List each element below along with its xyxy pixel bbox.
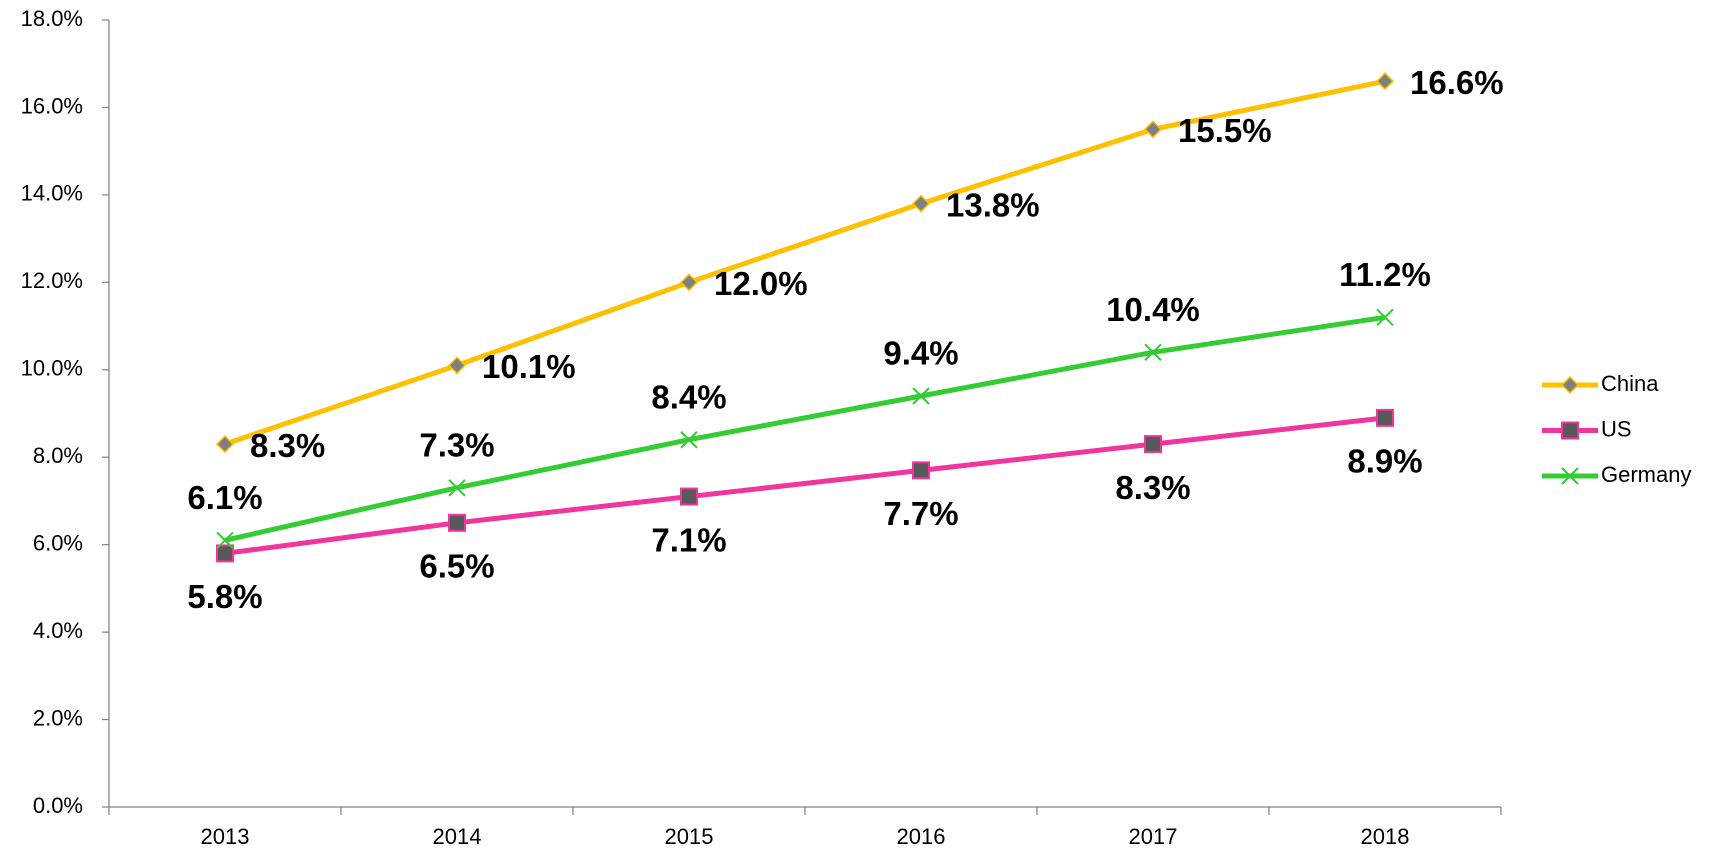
- data-label: 5.8%: [187, 578, 262, 615]
- legend-label: China: [1601, 371, 1659, 396]
- y-tick-label: 2.0%: [33, 705, 83, 730]
- point: [449, 357, 465, 373]
- point: [1145, 121, 1161, 137]
- data-label: 9.4%: [883, 335, 958, 372]
- data-label: 10.1%: [482, 348, 576, 385]
- x-tick-label: 2013: [201, 824, 250, 849]
- x-tick-label: 2017: [1129, 824, 1178, 849]
- legend-marker: [1562, 377, 1578, 393]
- data-label: 13.8%: [946, 186, 1040, 223]
- legend-label: Germany: [1601, 462, 1691, 487]
- data-label: 11.2%: [1339, 256, 1431, 293]
- y-tick-label: 8.0%: [33, 443, 83, 468]
- line: [225, 418, 1385, 554]
- point: [217, 545, 233, 561]
- y-tick-label: 10.0%: [21, 356, 83, 381]
- x-tick-label: 2014: [433, 824, 482, 849]
- point: [913, 462, 929, 478]
- point: [681, 489, 697, 505]
- data-label: 8.3%: [250, 427, 325, 464]
- x-tick-label: 2015: [665, 824, 714, 849]
- chart: 0.0% 2.0% 4.0% 6.0% 8.0% 10.0% 12.0% 14.0% 16.0%…: [0, 0, 1727, 852]
- point: [217, 436, 233, 452]
- x-tick-label: 2016: [897, 824, 946, 849]
- data-label: 15.5%: [1178, 112, 1272, 149]
- legend-marker: [1562, 423, 1578, 439]
- point: [1145, 436, 1161, 452]
- data-label: 6.1%: [187, 479, 262, 516]
- data-label: 7.3%: [419, 427, 494, 464]
- y-tick-label: 18.0%: [21, 6, 83, 31]
- y-tick-label: 14.0%: [21, 181, 83, 206]
- data-label: 8.4%: [651, 378, 726, 415]
- point: [913, 196, 929, 212]
- data-label: 7.1%: [651, 521, 726, 558]
- y-tick-label: 4.0%: [33, 618, 83, 643]
- legend-label: US: [1601, 416, 1632, 441]
- point: [449, 515, 465, 531]
- data-label: 10.4%: [1106, 291, 1200, 328]
- point: [1377, 73, 1393, 89]
- x-tick-label: 2018: [1361, 824, 1410, 849]
- data-label: 6.5%: [419, 548, 494, 585]
- data-label: 8.3%: [1115, 469, 1190, 506]
- y-tick-label: 16.0%: [21, 93, 83, 118]
- data-label: 16.6%: [1410, 64, 1504, 101]
- y-tick-label: 6.0%: [33, 530, 83, 555]
- data-label: 12.0%: [714, 265, 808, 302]
- y-tick-label: 12.0%: [21, 268, 83, 293]
- data-label: 8.9%: [1347, 443, 1422, 480]
- line: [225, 317, 1385, 540]
- data-label: 7.7%: [883, 495, 958, 532]
- point: [681, 274, 697, 290]
- point: [1377, 410, 1393, 426]
- y-tick-label: 0.0%: [33, 793, 83, 818]
